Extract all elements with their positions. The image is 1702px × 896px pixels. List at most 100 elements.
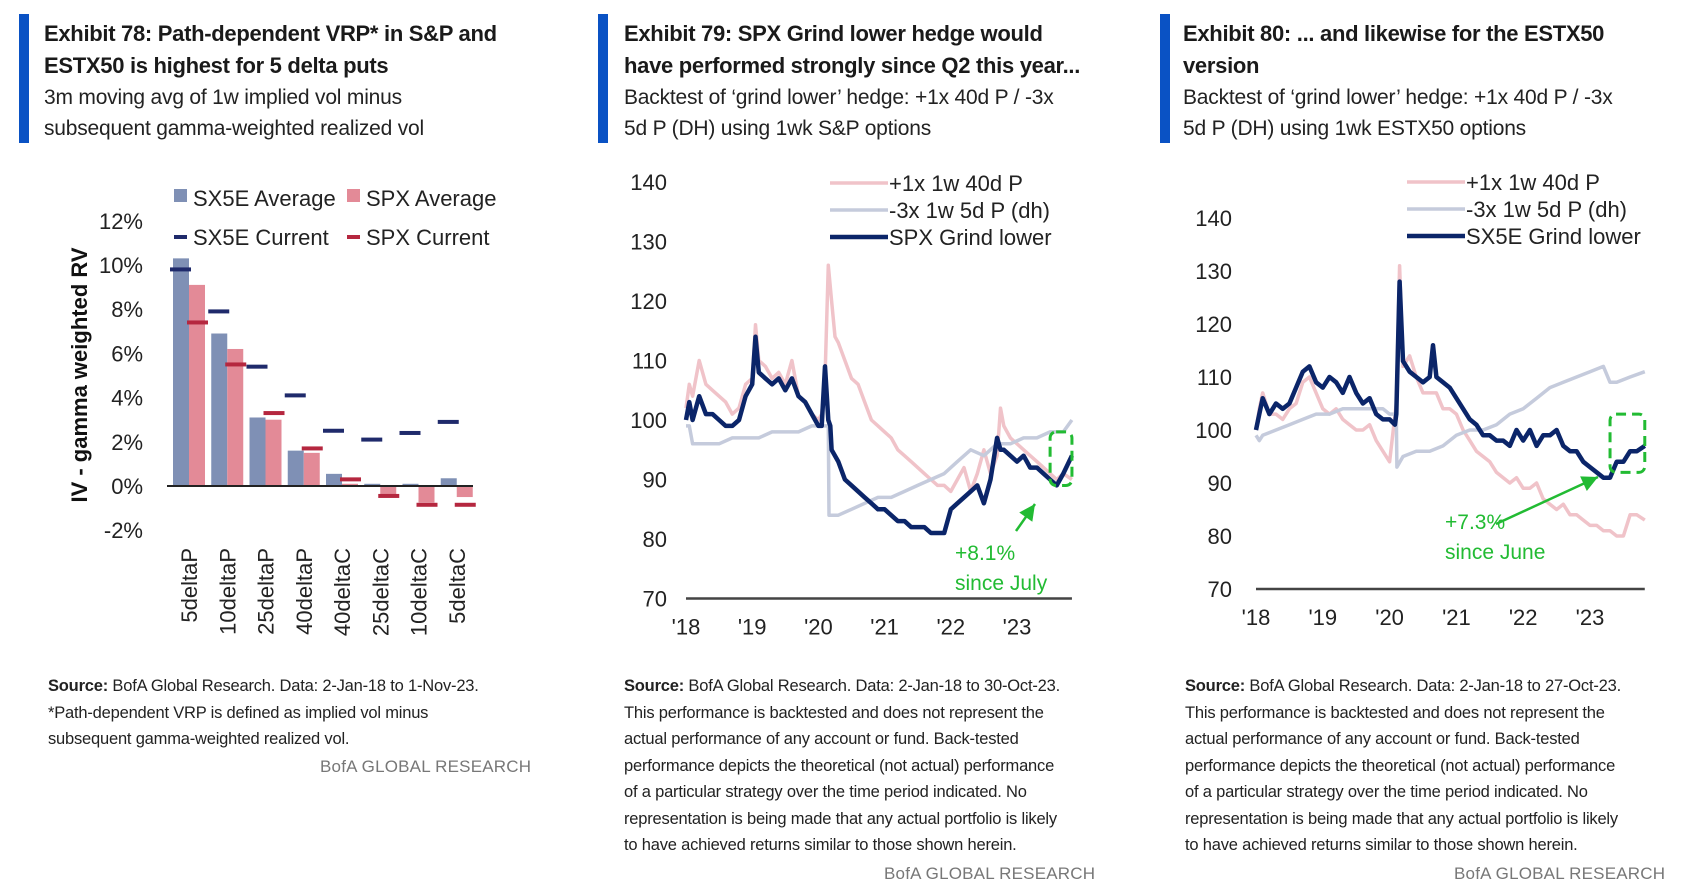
legend-label: SPX Current — [366, 225, 490, 250]
y-tick-label: 80 — [1208, 524, 1232, 549]
exhibit-title-line: Exhibit 80: ... and likewise for the EST… — [1183, 21, 1605, 46]
x-tick-label: '21 — [870, 615, 899, 640]
y-tick-label: 70 — [1208, 577, 1232, 602]
exhibit-title-line: have performed strongly since Q2 this ye… — [624, 53, 1081, 78]
source-label: Source: — [48, 677, 109, 695]
bar-sx5e-average — [249, 417, 266, 486]
y-tick-label: 120 — [630, 289, 667, 314]
marker-spx-current — [454, 502, 476, 507]
bar-sx5e-average — [173, 258, 189, 486]
brand-label: BofA GLOBAL RESEARCH — [884, 864, 1096, 883]
x-tick-label: 40deltaC — [330, 548, 355, 636]
legend-swatch — [174, 235, 187, 239]
bar-spx-average — [189, 284, 205, 486]
exhibit-subtitle-line: subsequent gamma-weighted realized vol — [44, 117, 424, 140]
source-line: This performance is backtested and does … — [1185, 703, 1605, 722]
bar-sx5e-average — [287, 450, 304, 486]
series-line-40d-put — [1254, 263, 1646, 538]
y-tick-label: 80 — [643, 527, 667, 552]
x-tick-label: '23 — [1003, 615, 1032, 640]
source-line: BofA Global Research. Data: 2-Jan-18 to … — [108, 677, 479, 695]
legend-label: -3x 1w 5d P (dh) — [1466, 197, 1627, 222]
y-axis-title: IV - gamma weighted RV — [67, 247, 92, 502]
bar-chart: IV - gamma weighted RV -2% 0% 2% 4% 6% 8% 10% 12… — [67, 186, 496, 636]
y-tick-label: 90 — [1208, 471, 1232, 496]
bar-spx-average — [227, 348, 244, 486]
source-line: to have achieved returns similar to thos… — [624, 836, 1017, 854]
brand-label: BofA GLOBAL RESEARCH — [1454, 864, 1666, 883]
x-tick-label: '20 — [1375, 605, 1404, 630]
highlight-box — [1608, 412, 1647, 474]
marker-sx5e-current — [437, 419, 459, 424]
annotation-arrowhead — [1019, 504, 1035, 522]
marker-sx5e-current — [284, 393, 306, 398]
y-tick-label: 100 — [1195, 418, 1232, 443]
y-tick-label: 8% — [111, 297, 143, 322]
marker-sx5e-current — [170, 267, 191, 272]
exhibit-subtitle-line: Backtest of ‘grind lower’ hedge: +1x 40d… — [1183, 86, 1613, 109]
x-tick-label: '22 — [1509, 605, 1538, 630]
marker-spx-current — [187, 320, 208, 325]
y-tick-label: 130 — [1195, 259, 1232, 284]
y-tick-label: 2% — [111, 430, 143, 455]
marker-spx-current — [378, 493, 400, 498]
exhibit-title-line: version — [1183, 53, 1260, 78]
source-line: to have achieved returns similar to thos… — [1185, 836, 1578, 854]
source-note: Source: BofA Global Research. Data: 2-Ja… — [48, 673, 479, 753]
series-line-grind-lower — [1253, 279, 1647, 480]
x-tick-label: 5deltaC — [445, 548, 470, 624]
bar-spx-average — [456, 486, 473, 498]
legend-label: +1x 1w 40d P — [1466, 170, 1600, 195]
x-tick-label: 10deltaC — [407, 548, 432, 636]
source-line: performance depicts the theoretical (not… — [1185, 756, 1616, 775]
y-tick-label: 10% — [99, 253, 143, 278]
y-tick-label: 12% — [99, 209, 143, 234]
source-line: BofA Global Research. Data: 2-Jan-18 to … — [1245, 677, 1621, 695]
x-tick-label: '20 — [804, 615, 833, 640]
source-label: Source: — [624, 677, 685, 695]
x-tick-label: '22 — [936, 615, 965, 640]
exhibit-title-line: Exhibit 79: SPX Grind lower hedge would — [624, 21, 1043, 46]
x-tick-label: '19 — [1308, 605, 1337, 630]
x-tick-label: '18 — [1242, 605, 1271, 630]
legend-swatch — [174, 189, 187, 202]
marker-spx-current — [263, 411, 285, 416]
annotation-arrowhead — [1580, 476, 1598, 491]
y-tick-label: 130 — [630, 230, 667, 255]
y-tick-label: 6% — [111, 341, 143, 366]
source-line: *Path-dependent VRP is defined as implie… — [48, 703, 429, 722]
bar-spx-average — [342, 483, 358, 486]
x-tick-label: 5deltaP — [177, 548, 202, 623]
legend-label: SX5E Average — [193, 186, 336, 211]
annotation-text: +8.1% — [955, 542, 1015, 565]
series-line-40d-put — [684, 263, 1073, 494]
bar-sx5e-average — [402, 483, 419, 486]
x-tick-label: 25deltaC — [368, 548, 393, 636]
y-tick-label: 0% — [111, 474, 143, 499]
source-label: Source: — [1185, 677, 1246, 695]
source-note: Source: BofA Global Research. Data: 2-Ja… — [624, 673, 1060, 859]
y-tick-label: 110 — [632, 349, 667, 374]
exhibit-subtitle-line: 3m moving avg of 1w implied vol minus — [44, 86, 402, 109]
source-line: performance depicts the theoretical (not… — [624, 756, 1055, 775]
y-tick-label: 110 — [1197, 365, 1232, 390]
series-line-5d-put-dh — [1254, 364, 1646, 469]
legend-label: SX5E Grind lower — [1466, 224, 1641, 249]
bar-sx5e-average — [364, 483, 381, 486]
y-tick-label: -2% — [104, 518, 143, 543]
exhibit-accent-bar — [1160, 14, 1170, 143]
source-note: Source: BofA Global Research. Data: 2-Ja… — [1185, 673, 1621, 859]
x-tick-label: '19 — [738, 615, 767, 640]
marker-sx5e-current — [208, 309, 230, 314]
marker-sx5e-current — [323, 428, 344, 433]
bar-spx-average — [265, 419, 282, 486]
exhibit-accent-bar — [19, 14, 29, 143]
y-tick-label: 140 — [1195, 206, 1232, 231]
bar-sx5e-average — [211, 333, 228, 486]
bar-spx-average — [418, 486, 435, 503]
source-line: representation is being made that any ac… — [624, 809, 1057, 828]
source-line: of a particular strategy over the time p… — [1185, 783, 1588, 801]
annotation-text: since June — [1445, 541, 1545, 564]
legend-label: SPX Grind lower — [889, 225, 1052, 250]
legend-label: SPX Average — [366, 186, 496, 211]
